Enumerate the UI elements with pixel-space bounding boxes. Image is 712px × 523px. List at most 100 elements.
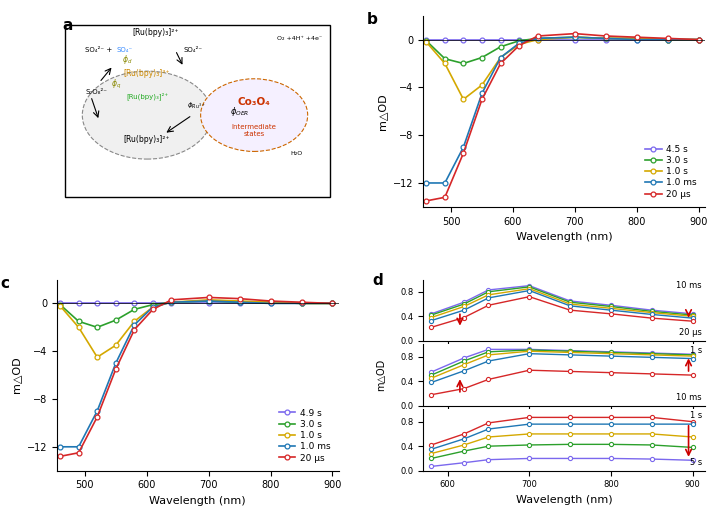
- 1.0 s: [167, 299, 176, 305]
- 1.0 s: [496, 54, 505, 61]
- 3.0 s: [459, 60, 468, 66]
- Text: S₂O₈²⁻: S₂O₈²⁻: [85, 89, 107, 95]
- 1.0 ms: [515, 40, 523, 47]
- 3.0 s: [112, 317, 120, 323]
- Text: 10 ms: 10 ms: [676, 393, 702, 402]
- 1.0 ms: [459, 144, 468, 150]
- Text: [Ru(bpy)₃]²⁺: [Ru(bpy)₃]²⁺: [124, 135, 170, 144]
- 20 μs: [664, 35, 672, 41]
- 20 μs: [204, 294, 213, 301]
- Text: 20 μs: 20 μs: [679, 328, 702, 337]
- Line: 1.0 s: 1.0 s: [58, 298, 335, 360]
- Line: 3.0 s: 3.0 s: [58, 299, 335, 329]
- Line: 3.0 s: 3.0 s: [424, 35, 701, 66]
- 3.0 s: [167, 299, 176, 305]
- Line: 1.0 ms: 1.0 ms: [424, 35, 701, 186]
- 3.0 s: [441, 55, 449, 62]
- 4.5 s: [515, 37, 523, 43]
- 3.0 s: [632, 35, 641, 41]
- 4.9 s: [74, 300, 83, 306]
- 20 μs: [149, 306, 157, 313]
- 3.0 s: [149, 301, 157, 308]
- 1.0 ms: [328, 300, 337, 306]
- 3.0 s: [204, 298, 213, 304]
- 3.0 s: [664, 37, 672, 43]
- Text: [Ru(bpy)₃]²⁺: [Ru(bpy)₃]²⁺: [132, 28, 179, 38]
- 1.0 s: [422, 39, 431, 45]
- Text: $\phi_{OER}$: $\phi_{OER}$: [231, 105, 250, 118]
- Text: O₂ +4H⁺ +4e⁻: O₂ +4H⁺ +4e⁻: [277, 36, 322, 41]
- Text: 10 ms: 10 ms: [676, 281, 702, 290]
- 20 μs: [266, 298, 275, 304]
- 3.0 s: [74, 318, 83, 324]
- 4.5 s: [664, 37, 672, 43]
- 3.0 s: [602, 35, 610, 41]
- 1.0 ms: [130, 322, 139, 328]
- 3.0 s: [570, 34, 579, 40]
- Text: $\phi_q$: $\phi_q$: [111, 78, 121, 91]
- 1.0 ms: [694, 37, 703, 43]
- 1.0 s: [56, 303, 64, 309]
- Line: 20 μs: 20 μs: [424, 31, 701, 203]
- Circle shape: [83, 71, 212, 159]
- 1.0 ms: [533, 35, 542, 41]
- 3.0 s: [478, 54, 486, 61]
- 20 μs: [112, 366, 120, 372]
- 1.0 ms: [266, 300, 275, 306]
- 20 μs: [74, 450, 83, 456]
- Text: 1 s: 1 s: [690, 411, 702, 420]
- 4.9 s: [236, 300, 244, 306]
- Text: Co₃O₄: Co₃O₄: [238, 97, 271, 107]
- 1.0 s: [266, 299, 275, 305]
- 1.0 s: [602, 35, 610, 41]
- 1.0 s: [328, 300, 337, 306]
- 20 μs: [130, 326, 139, 333]
- Text: 5 s: 5 s: [690, 458, 702, 467]
- Circle shape: [201, 79, 308, 152]
- 1.0 ms: [74, 444, 83, 450]
- 1.0 ms: [204, 298, 213, 304]
- Text: $\phi_{Ru^{3+}}$: $\phi_{Ru^{3+}}$: [187, 100, 205, 111]
- Text: SO₄²⁻: SO₄²⁻: [184, 47, 203, 53]
- Text: b: b: [367, 12, 377, 27]
- Text: [Ru(bpy)₃]²⁺: [Ru(bpy)₃]²⁺: [126, 92, 168, 100]
- 1.0 s: [112, 342, 120, 348]
- X-axis label: Wavelength (nm): Wavelength (nm): [515, 495, 612, 505]
- 3.0 s: [130, 306, 139, 313]
- 4.5 s: [570, 37, 579, 43]
- Line: 20 μs: 20 μs: [58, 295, 335, 459]
- 3.0 s: [533, 35, 542, 41]
- 1.0 s: [149, 304, 157, 310]
- 4.9 s: [112, 300, 120, 306]
- 3.0 s: [297, 300, 305, 306]
- 4.5 s: [459, 37, 468, 43]
- 20 μs: [478, 96, 486, 103]
- 20 μs: [167, 297, 176, 303]
- Text: [Ru(bpy)₃]³⁺: [Ru(bpy)₃]³⁺: [124, 69, 170, 77]
- 20 μs: [570, 30, 579, 37]
- 20 μs: [56, 453, 64, 460]
- 1.0 s: [441, 60, 449, 66]
- 1.0 s: [130, 318, 139, 324]
- 4.5 s: [632, 37, 641, 43]
- 3.0 s: [422, 38, 431, 44]
- 20 μs: [441, 194, 449, 200]
- 20 μs: [533, 33, 542, 39]
- 1.0 s: [570, 34, 579, 40]
- 20 μs: [422, 198, 431, 204]
- Text: c: c: [1, 276, 10, 291]
- 1.0 s: [478, 82, 486, 88]
- 1.0 s: [459, 96, 468, 103]
- 3.0 s: [496, 43, 505, 50]
- 20 μs: [632, 34, 641, 40]
- 1.0 ms: [478, 90, 486, 97]
- Y-axis label: m△OD: m△OD: [377, 93, 387, 130]
- Line: 1.0 s: 1.0 s: [424, 35, 701, 102]
- Text: $\phi_d$: $\phi_d$: [122, 53, 132, 66]
- 4.5 s: [422, 37, 431, 43]
- 1.0 ms: [570, 34, 579, 40]
- Text: a: a: [63, 18, 73, 32]
- 1.0 s: [664, 37, 672, 43]
- 4.9 s: [93, 300, 102, 306]
- 1.0 ms: [602, 35, 610, 41]
